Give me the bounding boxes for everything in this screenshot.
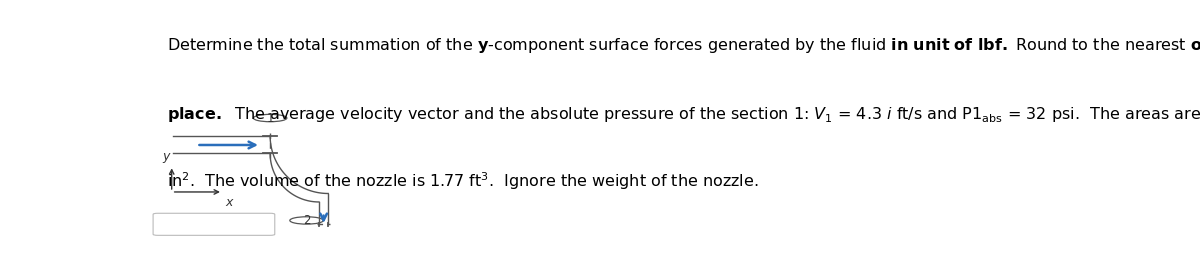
Text: x: x — [226, 196, 233, 209]
Text: Determine the total summation of the $\mathbf{y\text{-component surface forces}}: Determine the total summation of the $\m… — [167, 36, 1200, 55]
Text: 2: 2 — [302, 214, 311, 227]
Text: 1: 1 — [266, 112, 274, 125]
Text: in$^2$.  The volume of the nozzle is 1.77 ft$^3$.  Ignore the weight of the nozz: in$^2$. The volume of the nozzle is 1.77… — [167, 171, 758, 192]
Text: $\mathbf{place.}$  The average velocity vector and the absolute pressure of the : $\mathbf{place.}$ The average velocity v… — [167, 103, 1200, 125]
Text: y: y — [162, 151, 170, 164]
FancyBboxPatch shape — [154, 213, 275, 235]
